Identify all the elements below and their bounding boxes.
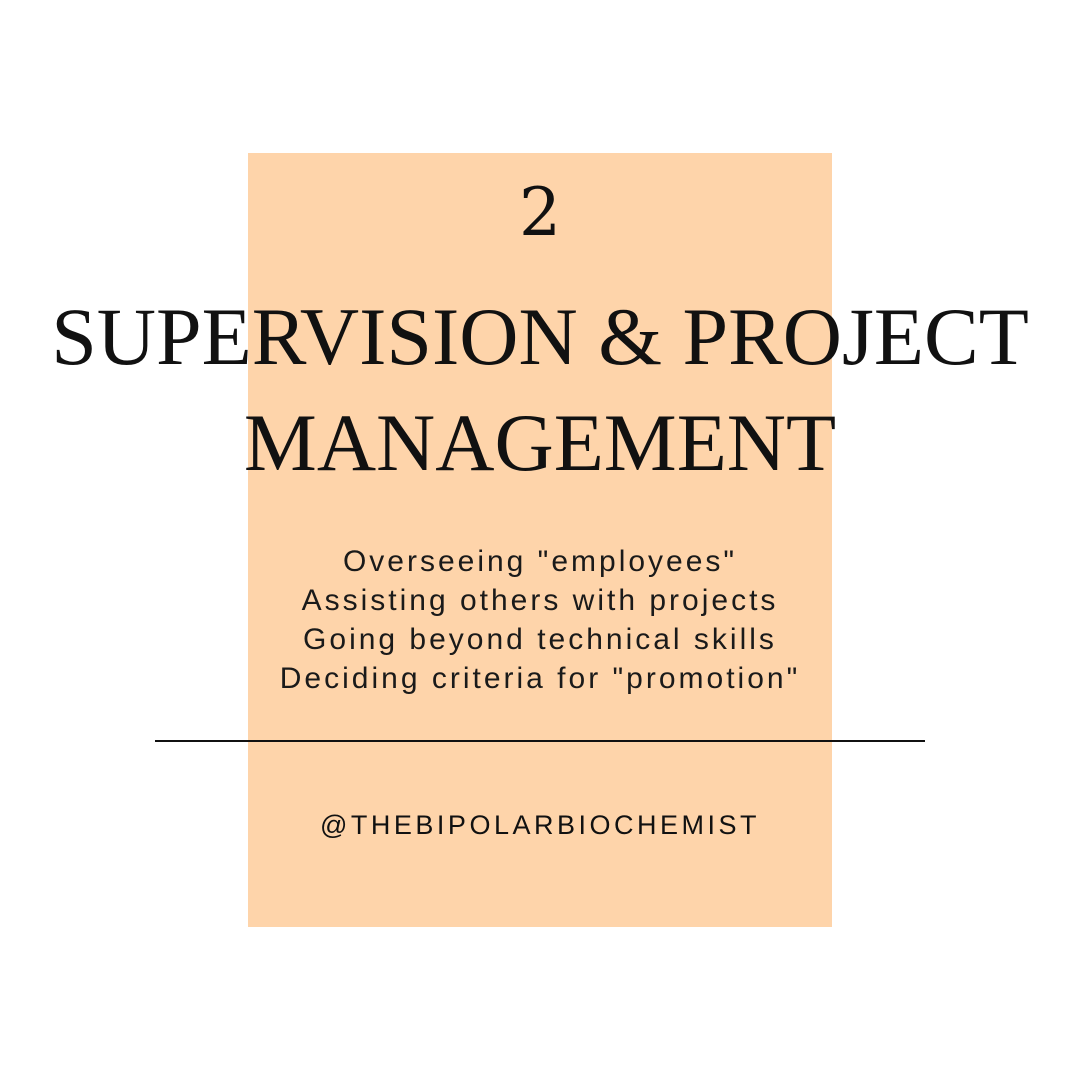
point-item: Overseeing "employees"	[342, 545, 738, 578]
title-line-2: MANAGEMENT	[243, 397, 837, 488]
accent-block	[248, 153, 832, 927]
points-list: Overseeing "employees" Assisting others …	[0, 542, 1080, 698]
divider-line	[155, 740, 925, 742]
social-handle: @THEBIPOLARBIOCHEMIST	[320, 810, 760, 840]
point-item: Assisting others with projects	[301, 584, 779, 617]
slide-number: 2	[519, 174, 561, 251]
point-item: Deciding criteria for "promotion"	[279, 662, 801, 695]
slide-title: SUPERVISION & PROJECT MANAGEMENT	[0, 284, 1080, 496]
title-line-1: SUPERVISION & PROJECT	[51, 291, 1029, 382]
point-item: Going beyond technical skills	[303, 623, 777, 656]
